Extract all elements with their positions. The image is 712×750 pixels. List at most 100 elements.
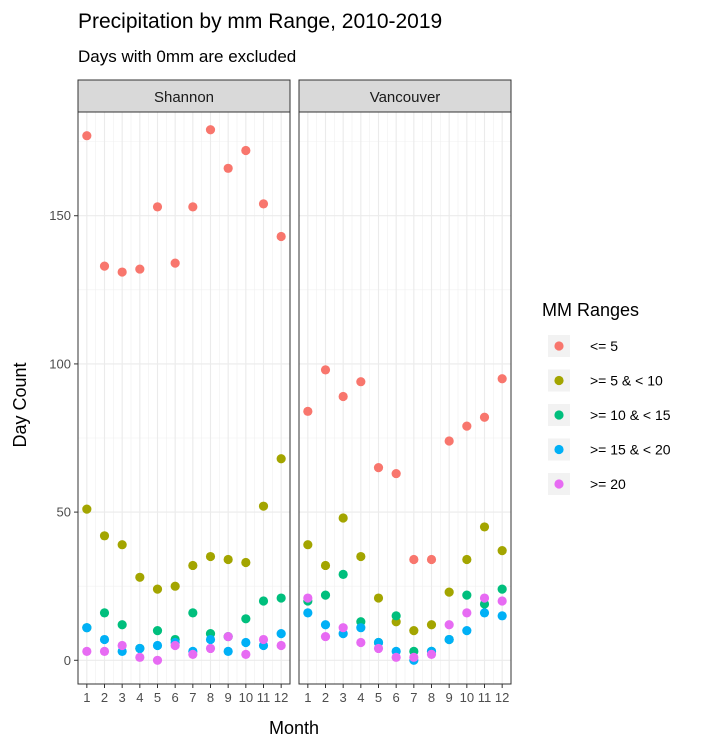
data-point	[320, 620, 331, 630]
legend-marker	[554, 375, 564, 386]
data-point	[205, 634, 216, 645]
data-point	[117, 540, 127, 550]
series-le-5	[82, 125, 286, 277]
facet-strip	[298, 79, 512, 113]
data-point	[258, 596, 269, 606]
facet-strip-label: Shannon	[154, 89, 214, 106]
panel-border	[298, 111, 512, 685]
data-point	[188, 649, 198, 659]
data-point	[479, 593, 490, 603]
legend-item-ge-15-and-lt-20: >= 15 & < 20	[548, 438, 671, 461]
x-tick-label: 7	[189, 690, 196, 705]
panel-border	[77, 111, 291, 685]
data-point	[188, 202, 198, 212]
series-ge-5-and-lt-10	[82, 454, 286, 594]
y-tick-label: 50	[57, 505, 71, 520]
x-tick-label: 1	[83, 690, 90, 705]
data-point	[152, 202, 163, 212]
data-point	[497, 546, 507, 556]
data-point	[303, 593, 313, 603]
data-point	[258, 199, 269, 209]
x-tick-label: 10	[460, 690, 474, 705]
legend-marker	[554, 410, 564, 420]
data-point	[99, 634, 110, 645]
legend-item-ge-5-and-lt-10: >= 5 & < 10	[548, 369, 663, 392]
data-point	[205, 551, 216, 562]
x-tick-label: 1	[304, 690, 311, 705]
data-point	[356, 377, 366, 387]
data-point	[99, 608, 110, 618]
legend: MM Ranges <= 5 >= 5 & < 10 >= 10 & < 15 >= …	[542, 300, 671, 495]
panel-vancouver: Vancouver	[298, 79, 512, 685]
x-axis-title: Month	[269, 718, 319, 738]
data-point	[338, 391, 348, 402]
data-point	[426, 620, 437, 630]
x-tick-label: 2	[101, 690, 108, 705]
data-point	[303, 406, 313, 416]
data-point	[276, 454, 286, 464]
data-point	[152, 640, 163, 651]
legend-title: MM Ranges	[542, 300, 639, 320]
x-tick-label: 11	[257, 690, 271, 705]
data-point	[497, 596, 507, 606]
data-point	[320, 631, 331, 642]
x-axis-vancouver: 1 2 3 4 5 6 7 8 9 10 11 12	[304, 684, 509, 705]
panel-shannon: Shannon	[77, 79, 291, 685]
chart-subtitle: Days with 0mm are excluded	[78, 47, 296, 66]
data-point	[170, 258, 180, 268]
y-tick-label: 100	[49, 356, 71, 371]
x-tick-label: 9	[225, 690, 232, 705]
data-point	[462, 590, 472, 600]
legend-item-ge-20: >= 20	[548, 473, 626, 495]
data-point	[391, 611, 401, 621]
data-point	[338, 513, 348, 523]
x-tick-label: 8	[207, 690, 214, 705]
data-point	[258, 634, 269, 645]
data-point	[99, 646, 110, 656]
x-tick-label: 6	[172, 690, 179, 705]
data-point	[303, 540, 313, 550]
data-point	[117, 640, 127, 651]
x-tick-label: 12	[274, 690, 288, 705]
legend-marker	[554, 479, 564, 489]
x-tick-label: 5	[375, 690, 382, 705]
data-point	[223, 163, 233, 173]
data-point	[338, 623, 348, 633]
data-point	[258, 501, 269, 511]
data-point	[152, 626, 163, 636]
legend-label: >= 5 & < 10	[590, 373, 663, 389]
data-point	[241, 614, 251, 624]
data-point	[479, 522, 490, 532]
data-point	[205, 125, 216, 135]
data-point	[241, 649, 251, 659]
data-point	[276, 231, 286, 242]
data-point	[135, 572, 145, 582]
y-axis-title: Day Count	[10, 362, 30, 447]
x-tick-label: 2	[322, 690, 329, 705]
data-point	[320, 560, 331, 571]
data-point	[444, 436, 454, 446]
legend-label: >= 10 & < 15	[590, 407, 671, 423]
legend-marker	[554, 444, 564, 455]
data-point	[462, 608, 472, 618]
x-tick-label: 8	[428, 690, 435, 705]
legend-label: >= 20	[590, 476, 626, 492]
data-point	[223, 631, 233, 642]
data-point	[276, 593, 286, 603]
data-point	[497, 611, 507, 621]
data-point	[497, 374, 507, 384]
data-point	[409, 652, 419, 662]
legend-item-le-5: <= 5	[548, 335, 618, 357]
x-tick-label: 9	[446, 690, 453, 705]
data-point	[391, 652, 401, 662]
data-point	[462, 626, 472, 636]
data-point	[82, 504, 92, 514]
data-point	[223, 554, 233, 565]
x-tick-label: 6	[393, 690, 400, 705]
data-point	[117, 267, 127, 277]
series-ge-20	[82, 631, 286, 665]
data-point	[373, 593, 384, 603]
data-point	[170, 640, 180, 651]
legend-item-ge-10-and-lt-15: >= 10 & < 15	[548, 404, 671, 426]
x-tick-label: 4	[357, 690, 364, 705]
